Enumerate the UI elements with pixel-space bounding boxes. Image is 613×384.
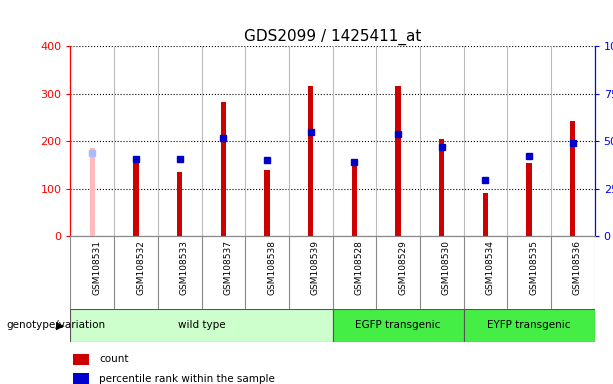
FancyBboxPatch shape xyxy=(333,309,463,342)
Text: genotype/variation: genotype/variation xyxy=(6,320,105,331)
Text: wild type: wild type xyxy=(178,320,226,331)
Text: count: count xyxy=(99,354,129,364)
Bar xyxy=(177,172,182,236)
Bar xyxy=(352,162,357,236)
Text: GSM108538: GSM108538 xyxy=(267,240,276,295)
Text: GSM108535: GSM108535 xyxy=(529,240,538,295)
Bar xyxy=(570,121,576,236)
Bar xyxy=(134,159,139,236)
FancyBboxPatch shape xyxy=(70,309,333,342)
Text: ▶: ▶ xyxy=(56,320,64,331)
Text: percentile rank within the sample: percentile rank within the sample xyxy=(99,374,275,384)
Title: GDS2099 / 1425411_at: GDS2099 / 1425411_at xyxy=(244,28,421,45)
Bar xyxy=(73,373,89,384)
Text: GSM108529: GSM108529 xyxy=(398,240,407,295)
Bar xyxy=(221,102,226,236)
Text: GSM108530: GSM108530 xyxy=(442,240,451,295)
Text: GSM108531: GSM108531 xyxy=(93,240,101,295)
Text: GSM108539: GSM108539 xyxy=(311,240,320,295)
Bar xyxy=(439,139,444,236)
Bar xyxy=(395,86,401,236)
Text: EGFP transgenic: EGFP transgenic xyxy=(356,320,441,331)
FancyBboxPatch shape xyxy=(463,309,595,342)
Text: GSM108532: GSM108532 xyxy=(136,240,145,295)
Bar xyxy=(308,86,313,236)
Text: GSM108536: GSM108536 xyxy=(573,240,582,295)
Text: GSM108534: GSM108534 xyxy=(485,240,495,295)
Bar xyxy=(73,354,89,365)
Bar xyxy=(527,162,531,236)
Text: GSM108528: GSM108528 xyxy=(354,240,364,295)
Text: GSM108533: GSM108533 xyxy=(180,240,189,295)
Bar xyxy=(483,194,488,236)
Bar xyxy=(89,148,95,236)
Bar xyxy=(264,170,270,236)
Text: GSM108537: GSM108537 xyxy=(223,240,232,295)
Text: EYFP transgenic: EYFP transgenic xyxy=(487,320,571,331)
